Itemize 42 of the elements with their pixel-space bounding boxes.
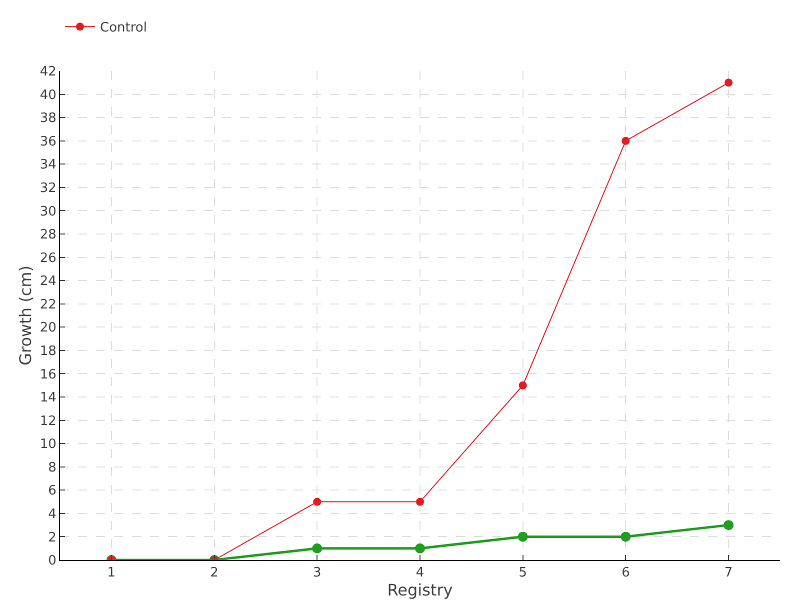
- y-tick-label: 26: [40, 250, 56, 266]
- point: [620, 532, 631, 542]
- point: [415, 543, 425, 554]
- y-tick-label: 24: [40, 274, 56, 290]
- y-axis-title: Growth (cm): [16, 266, 35, 366]
- x-tick-label: 1: [107, 566, 116, 581]
- point: [724, 78, 733, 87]
- x-tick-label: 4: [416, 566, 424, 581]
- y-tick-label: 8: [48, 460, 56, 476]
- x-axis-title: Registry: [387, 580, 453, 600]
- point: [312, 543, 322, 554]
- y-tick-label: 2: [48, 530, 56, 546]
- legend-label: Control: [100, 20, 147, 36]
- point: [724, 520, 734, 530]
- y-tick-label: 34: [40, 158, 56, 173]
- x-tick-label: 7: [724, 566, 733, 581]
- y-tick-label: 6: [48, 484, 56, 499]
- y-tick-label: 10: [40, 437, 56, 452]
- point: [313, 498, 322, 506]
- y-tick-label: 4: [48, 506, 56, 522]
- y-tick-label: 40: [40, 88, 56, 103]
- x-tick-label: 5: [518, 566, 527, 581]
- y-tick-label: 32: [40, 180, 56, 196]
- y-tick-label: 18: [40, 344, 56, 359]
- x-tick-label: 3: [313, 566, 322, 581]
- point: [416, 498, 424, 506]
- y-tick-label: 12: [40, 414, 56, 429]
- x-tick-label: 6: [622, 566, 630, 581]
- point: [622, 136, 630, 145]
- y-tick-label: 20: [40, 320, 56, 336]
- y-tick-label: 36: [40, 134, 56, 150]
- y-tick-label: 16: [40, 367, 56, 382]
- y-tick-label: 22: [40, 297, 56, 312]
- y-tick-label: 38: [40, 111, 56, 126]
- x-tick-label: 2: [210, 566, 218, 581]
- y-tick-label: 28: [40, 228, 56, 243]
- y-tick-label: 0: [48, 554, 56, 569]
- point: [518, 532, 528, 542]
- y-tick-label: 42: [40, 64, 56, 80]
- y-tick-label: 14: [40, 390, 56, 406]
- point: [518, 381, 527, 390]
- y-tick-label: 30: [40, 204, 56, 220]
